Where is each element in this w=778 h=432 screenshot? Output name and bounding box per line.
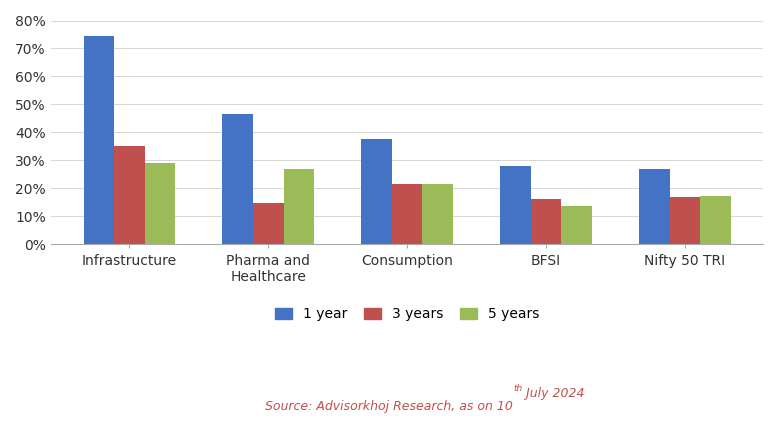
Legend: 1 year, 3 years, 5 years: 1 year, 3 years, 5 years [268,300,546,328]
Bar [422,184,453,244]
Bar [223,114,253,244]
Bar [145,163,175,244]
Bar [670,197,700,244]
Bar [84,36,114,244]
Bar [700,196,731,244]
Bar [114,146,145,244]
Bar [531,199,561,244]
Text: Source: Advisorkhoj Research, as on 10: Source: Advisorkhoj Research, as on 10 [265,400,513,413]
Bar [284,169,314,244]
Bar [639,168,670,244]
Text: th: th [513,384,522,393]
Bar [561,206,592,244]
Text: July 2024: July 2024 [522,387,585,400]
Bar [500,166,531,244]
Bar [361,140,392,244]
Bar [253,203,284,244]
Bar [392,184,422,244]
